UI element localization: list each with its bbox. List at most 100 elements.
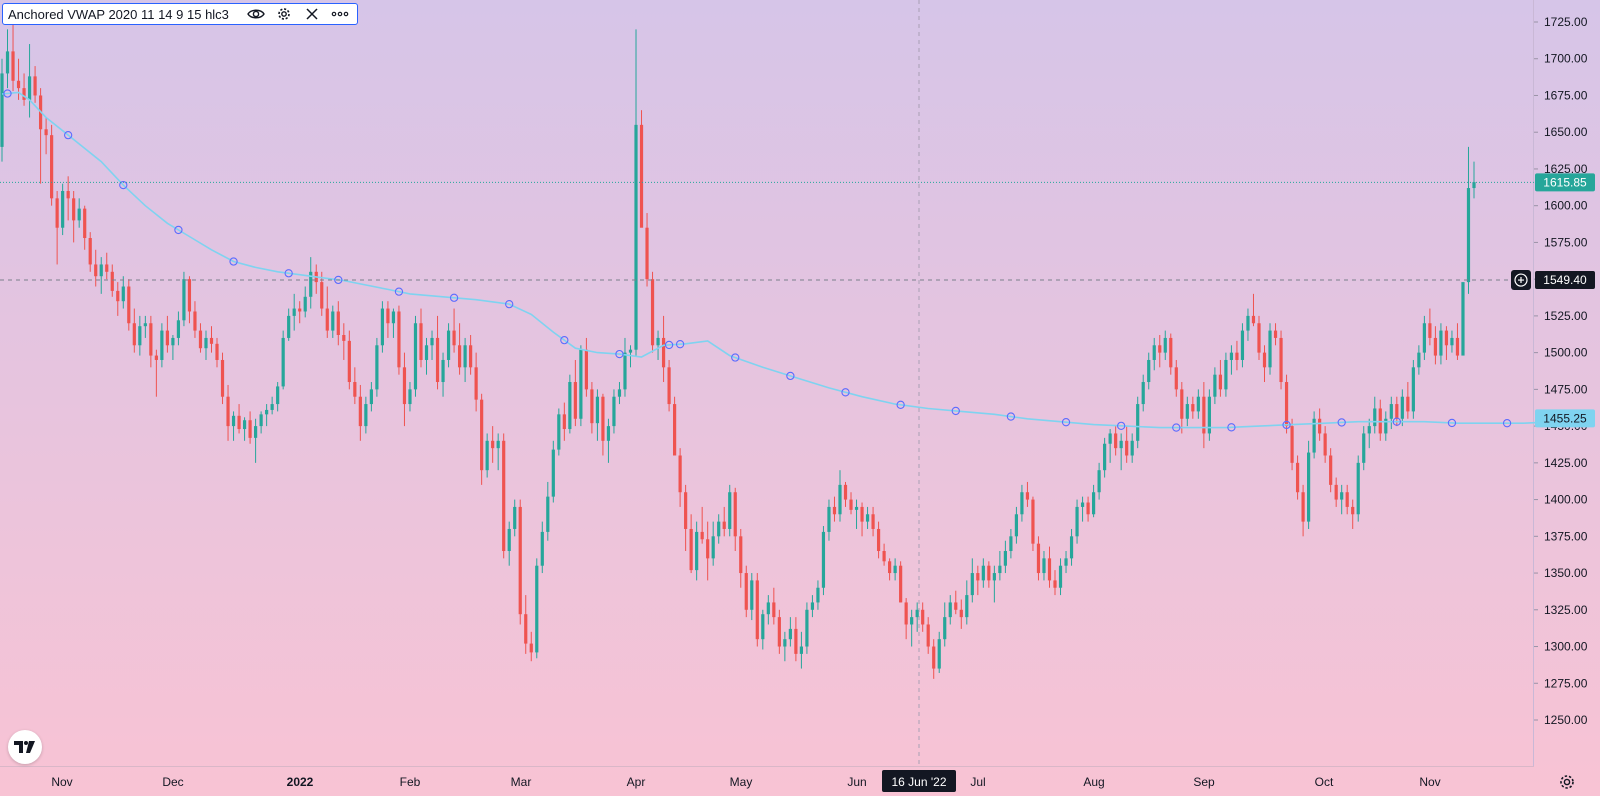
candle-body	[1114, 433, 1118, 449]
candle-body	[402, 367, 407, 405]
eye-icon[interactable]	[245, 5, 267, 23]
vwap-marker	[3, 89, 12, 98]
candle-body	[1075, 506, 1079, 537]
candle-body	[954, 602, 958, 610]
candle-body	[1251, 315, 1256, 324]
candle-body	[265, 409, 269, 415]
candle-body	[215, 343, 219, 360]
time-tick-label: Nov	[51, 775, 72, 789]
gear-icon[interactable]	[273, 5, 295, 23]
tradingview-logo-icon[interactable]	[8, 730, 42, 764]
candle-body	[1262, 352, 1267, 368]
candle-body	[733, 492, 737, 537]
candle-body	[513, 506, 517, 529]
vwap-marker	[1006, 412, 1016, 421]
candle-body	[358, 396, 362, 427]
candle-body	[899, 565, 903, 603]
price-labels: 1615.85 1549.40 1455.25 16 Jun '22	[882, 173, 1595, 792]
vwap-marker	[284, 269, 293, 278]
candle-body	[386, 308, 390, 324]
time-tick-label: Mar	[511, 775, 532, 789]
candle-body	[1329, 455, 1333, 485]
candle-body	[342, 334, 346, 341]
candle-body	[1185, 404, 1189, 419]
vwap-marker	[664, 340, 674, 350]
candle-body	[728, 492, 732, 529]
candle-body	[865, 514, 870, 522]
candle-body	[0, 73, 4, 147]
time-tick-label: Oct	[1315, 775, 1334, 789]
more-icon[interactable]	[329, 5, 351, 23]
last-price-label: 1615.85	[1543, 175, 1587, 189]
candle-body	[1174, 367, 1178, 390]
vwap-marker	[1447, 418, 1457, 428]
candle-body	[502, 440, 506, 552]
price-tick-label: 1625.00	[1544, 162, 1588, 176]
vwap-marker	[394, 287, 404, 296]
candle-body	[116, 290, 120, 302]
candle-body	[1213, 374, 1217, 397]
indicator-legend[interactable]: Anchored VWAP 2020 11 14 9 15 hlc3	[2, 3, 358, 25]
candle-body	[832, 506, 837, 515]
candle-body	[1395, 404, 1399, 419]
crosshair-date-label: 16 Jun '22	[891, 775, 946, 789]
vwap-marker	[449, 293, 459, 302]
candle-body	[888, 561, 892, 574]
candle-body	[154, 355, 158, 360]
candle-body	[380, 308, 385, 346]
candle-body	[1295, 462, 1300, 493]
time-tick-label: Apr	[627, 775, 646, 789]
candle-body	[1036, 543, 1041, 574]
candle-body	[1003, 551, 1007, 566]
candle-body	[1323, 433, 1327, 456]
candle-body	[5, 51, 10, 74]
candle-body	[998, 565, 1002, 574]
vwap-marker	[334, 275, 343, 285]
candle-body	[590, 389, 594, 424]
candle-body	[1125, 440, 1129, 456]
candle-body	[755, 580, 759, 640]
candle-body	[143, 323, 147, 327]
time-tick-label: Nov	[1419, 775, 1440, 789]
candle-body	[1411, 367, 1415, 412]
candle-body	[50, 135, 54, 199]
candle-body	[1218, 374, 1222, 390]
candle-body	[672, 404, 677, 456]
candle-body	[408, 389, 412, 405]
candle-body	[562, 414, 566, 430]
candle-body	[1152, 345, 1156, 360]
candle-body	[149, 323, 153, 356]
candle-body	[783, 639, 787, 647]
candle-body	[452, 330, 456, 346]
candle-body	[325, 308, 329, 331]
candle-body	[1345, 492, 1349, 507]
candle-body	[1461, 282, 1465, 356]
candle-body	[446, 330, 451, 360]
candle-body	[77, 208, 81, 221]
candle-body	[1284, 382, 1289, 427]
candle-body	[805, 609, 809, 647]
time-tick-label: Jun	[847, 775, 866, 789]
candle-body	[612, 396, 616, 427]
close-icon[interactable]	[301, 5, 323, 23]
candle-body	[645, 227, 649, 280]
candle-body	[557, 414, 561, 450]
candle-body	[788, 628, 792, 640]
time-tick-label: Dec	[162, 775, 183, 789]
candle-body	[689, 528, 693, 571]
candle-body	[1031, 499, 1035, 544]
candle-body	[336, 311, 340, 335]
candle-body	[739, 536, 743, 574]
price-tick-label: 1675.00	[1544, 88, 1588, 102]
candle-body	[1428, 323, 1432, 338]
chart-settings-gear-icon[interactable]	[1556, 771, 1578, 793]
candle-body	[661, 337, 666, 368]
time-tick-label: Sep	[1193, 775, 1215, 789]
vwap-marker	[615, 349, 624, 359]
candle-body	[72, 198, 76, 221]
candle-body	[943, 617, 947, 640]
candle-body	[61, 190, 65, 228]
candle-body	[959, 609, 963, 618]
